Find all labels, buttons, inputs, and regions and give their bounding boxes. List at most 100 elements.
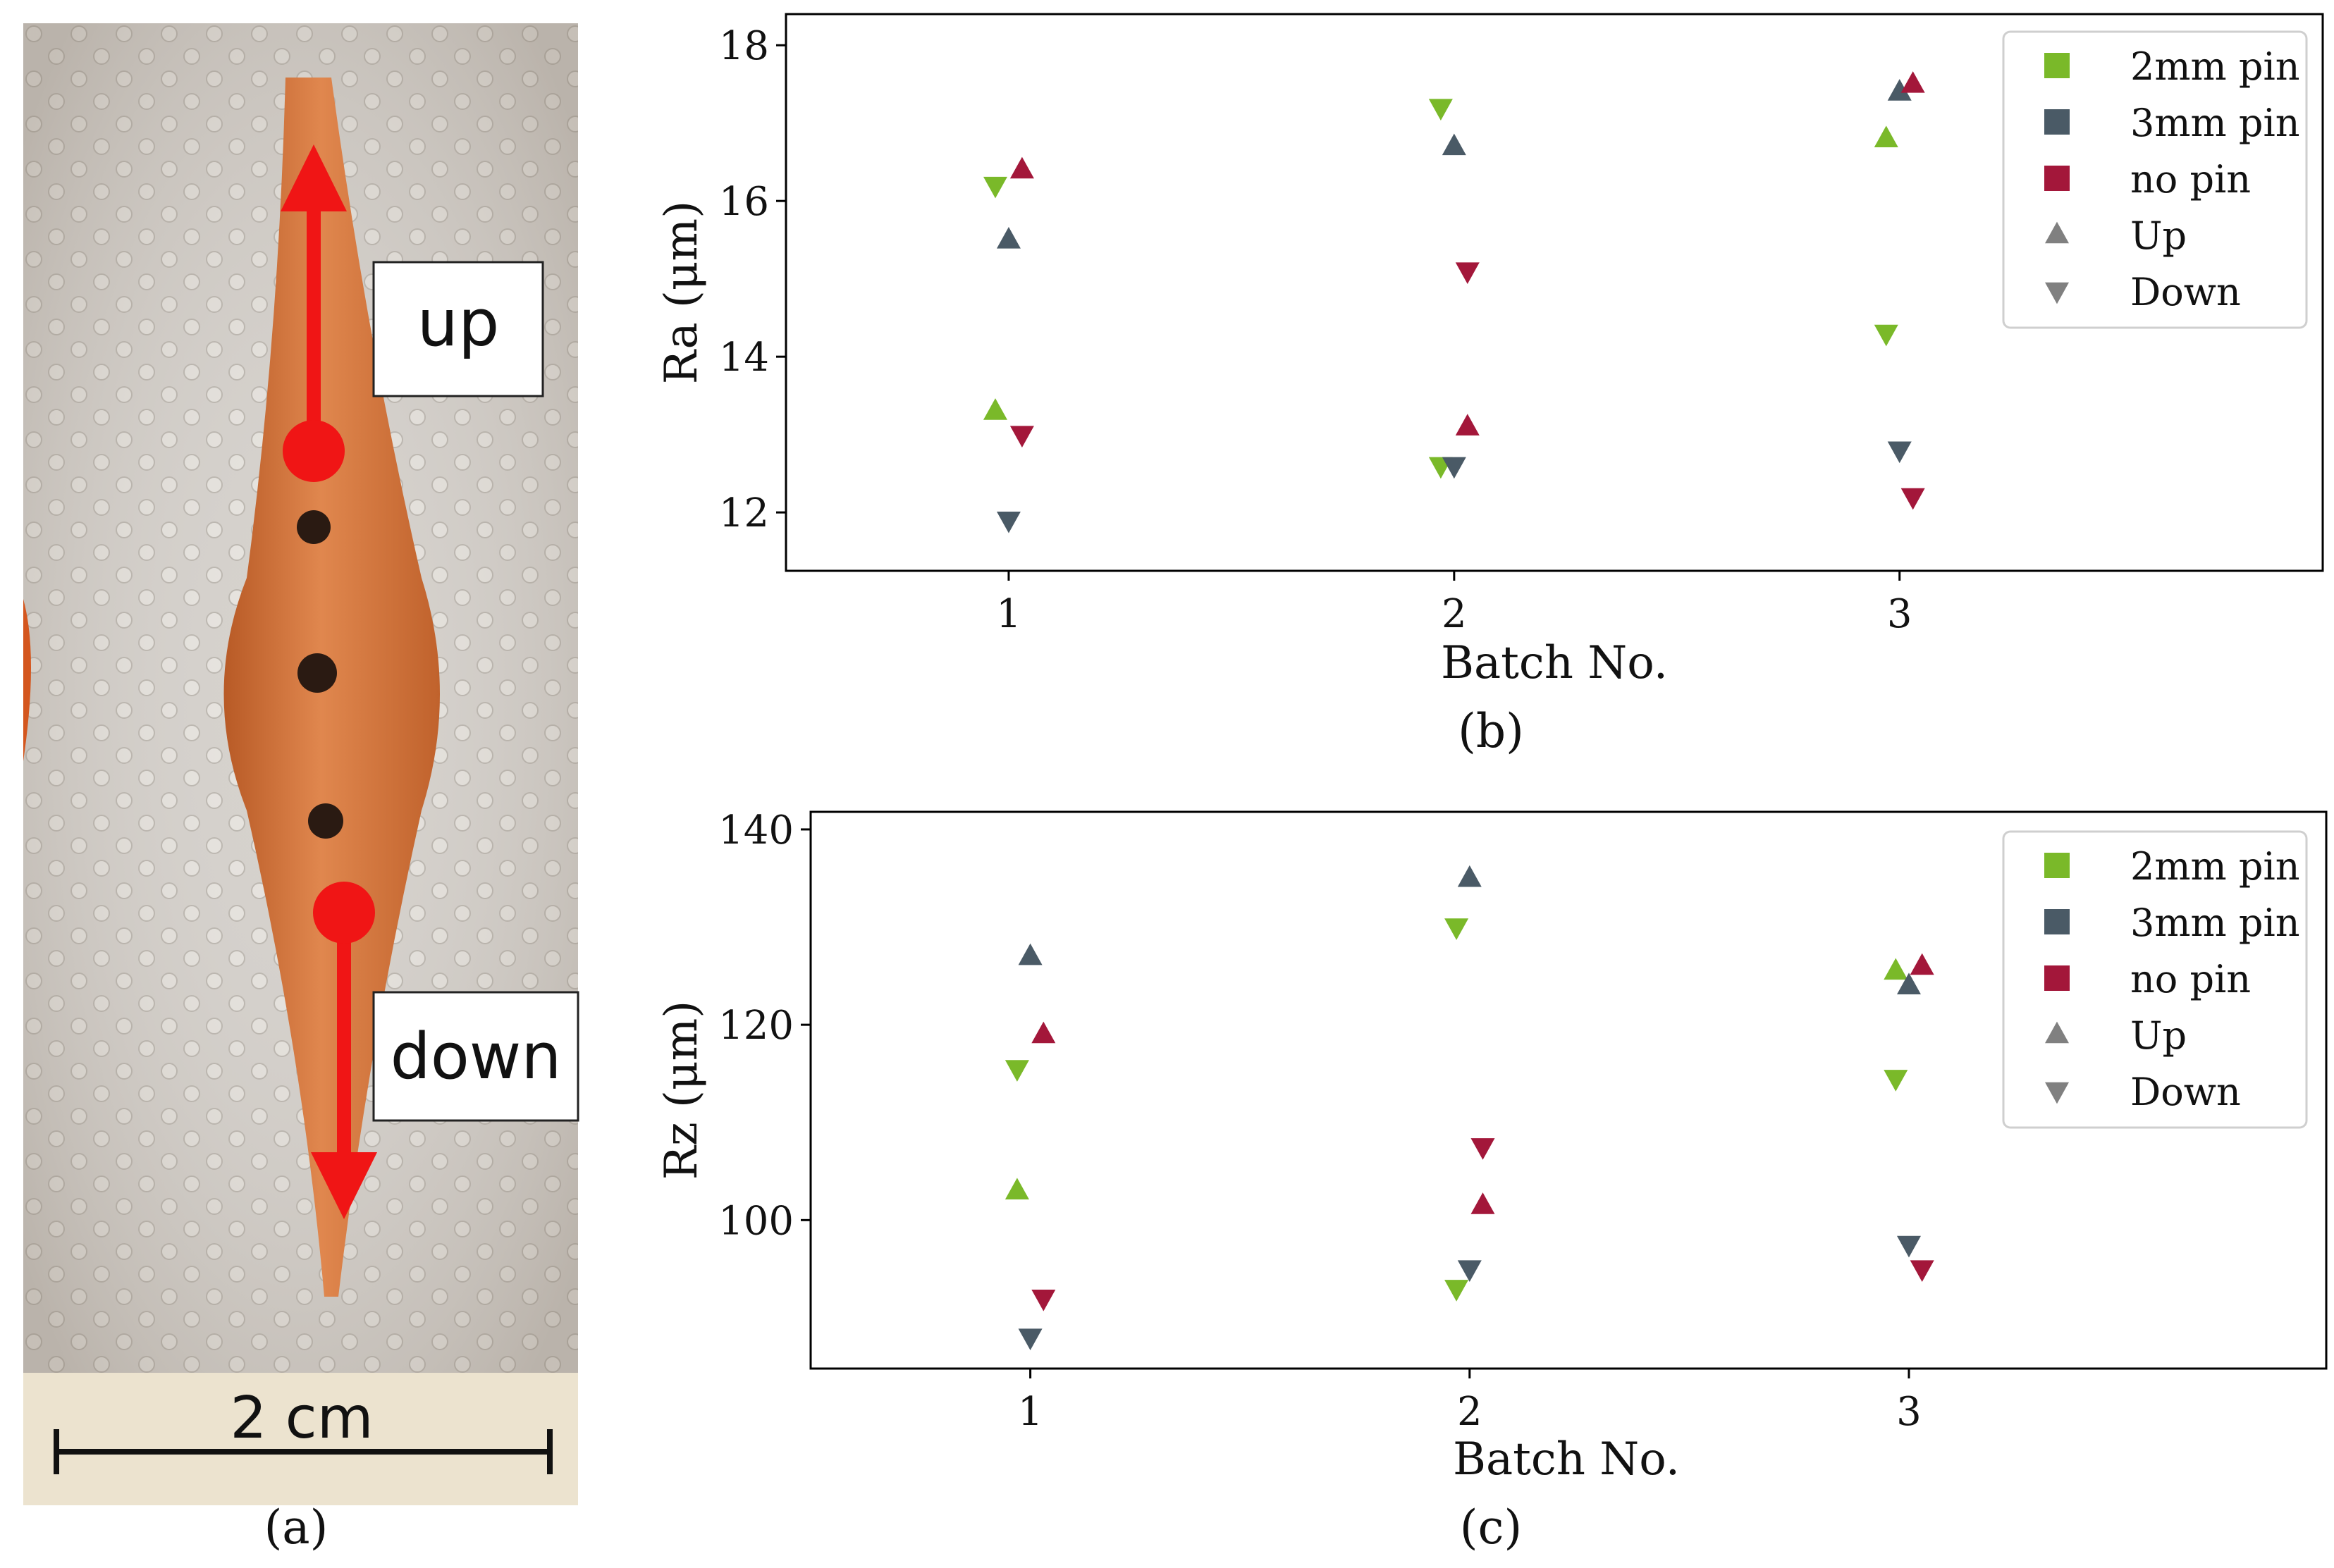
hole-icon <box>297 653 337 693</box>
data-points <box>983 71 1925 533</box>
data-point-no-pin-up <box>1910 953 1934 975</box>
data-point-3mm-pin-up <box>1887 79 1912 101</box>
data-point-2mm-pin-down <box>983 176 1007 199</box>
data-point-no-pin-down <box>1900 488 1925 510</box>
data-point-3mm-pin-up <box>1896 973 1921 994</box>
data-point-3mm-pin-down <box>1442 457 1466 479</box>
data-point-3mm-pin-up <box>1442 133 1466 156</box>
legend-swatch <box>2044 166 2070 191</box>
data-points <box>1005 865 1934 1351</box>
data-point-no-pin-down <box>1031 1289 1056 1311</box>
data-point-2mm-pin-up <box>983 398 1007 420</box>
data-point-2mm-pin-down <box>1884 1070 1908 1092</box>
x-axis: 1 2 3 <box>1018 1369 1922 1435</box>
x-tick-label: 1 <box>1018 1389 1043 1435</box>
data-point-2mm-pin-up <box>1005 1178 1029 1199</box>
data-point-no-pin-up <box>1031 1021 1056 1044</box>
down-label: down <box>391 1020 562 1094</box>
y-tick-label: 16 <box>719 179 769 225</box>
data-point-no-pin-up <box>1470 1192 1495 1214</box>
legend-swatch <box>2044 53 2070 78</box>
legend-swatch <box>2044 109 2070 135</box>
y-tick-label: 18 <box>719 23 769 69</box>
data-point-no-pin-down <box>1455 262 1480 284</box>
legend-swatch <box>2044 909 2070 934</box>
legend-box <box>2002 30 2308 329</box>
data-point-no-pin-down <box>1910 1260 1934 1282</box>
x-axis: 1 2 3 <box>996 571 1912 637</box>
y-tick-label: 14 <box>719 335 769 381</box>
data-point-3mm-pin-down <box>1887 441 1912 464</box>
neighbor-part-edge <box>23 599 31 761</box>
specimen-photo: up down 2 cm (a) <box>23 23 579 1555</box>
x-tick-label: 2 <box>1457 1389 1482 1435</box>
y-tick-label: 120 <box>718 1003 794 1049</box>
caption-b: (b) <box>1458 704 1524 758</box>
data-point-no-pin-up <box>1455 414 1480 436</box>
data-point-2mm-pin-down <box>1428 99 1453 121</box>
x-axis-label: Batch No. <box>1453 1433 1680 1486</box>
legend-label: no pin <box>2130 157 2251 202</box>
data-point-2mm-pin-down <box>1444 918 1469 940</box>
x-tick-label: 3 <box>1896 1389 1922 1435</box>
data-point-3mm-pin-down <box>1896 1235 1921 1258</box>
legend-label: 3mm pin <box>2130 901 2300 945</box>
data-point-3mm-pin-up <box>996 227 1021 249</box>
legend-label: 2mm pin <box>2130 844 2300 889</box>
caption-a: (a) <box>264 1500 328 1555</box>
up-arrow-icon <box>281 144 347 211</box>
hole-icon <box>297 510 331 544</box>
data-point-2mm-pin-up <box>1874 125 1898 148</box>
legend-swatch <box>2045 221 2069 244</box>
legend-label: Down <box>2130 1070 2241 1114</box>
legend-label: no pin <box>2130 957 2251 1001</box>
data-point-3mm-pin-up <box>1018 943 1043 965</box>
rz-scatter-chart: 100 120 140 1 2 3 Batch No. Rz (μm) (c) 2mm … <box>656 808 2328 1555</box>
data-point-2mm-pin-down <box>1874 324 1898 347</box>
legend-box <box>2002 830 2308 1129</box>
legend-label: Up <box>2130 1013 2187 1058</box>
data-point-no-pin-up <box>1900 71 1925 93</box>
scale-strip <box>23 1373 578 1505</box>
plot-frame <box>809 810 2328 1370</box>
legend-swatch <box>2044 965 2070 991</box>
down-arrow-origin <box>313 882 375 944</box>
caption-c: (c) <box>1460 1500 1522 1555</box>
data-point-no-pin-up <box>1009 156 1034 179</box>
legend: 2mm pin 3mm pin no pin Up Down <box>2002 830 2308 1129</box>
x-tick-label: 1 <box>996 591 1021 637</box>
x-axis-label: Batch No. <box>1441 637 1668 689</box>
y-axis-label: Ra (μm) <box>656 201 708 384</box>
y-axis-label: Rz (μm) <box>656 1001 708 1180</box>
legend-label: Up <box>2130 214 2187 258</box>
legend-label: 2mm pin <box>2130 44 2300 89</box>
y-tick-label: 100 <box>718 1198 794 1244</box>
scale-label: 2 cm <box>230 1385 373 1452</box>
data-point-no-pin-down <box>1470 1138 1495 1160</box>
data-point-3mm-pin-down <box>1018 1328 1043 1351</box>
data-point-3mm-pin-down <box>996 511 1021 533</box>
specimen-part <box>223 78 440 1297</box>
photo-panel: up down 2 cm (a) <box>0 0 634 1565</box>
data-point-no-pin-down <box>1009 426 1034 448</box>
down-arrow-icon <box>311 1152 377 1219</box>
hole-icon <box>308 803 343 839</box>
y-axis: 100 120 140 <box>718 808 811 1244</box>
data-point-2mm-pin-down <box>1005 1060 1029 1082</box>
y-axis: 12 14 16 18 <box>719 23 786 536</box>
legend-swatch <box>2045 282 2069 304</box>
x-tick-label: 2 <box>1442 591 1467 637</box>
legend-entries: 2mm pin 3mm pin no pin Up Down <box>2044 44 2300 314</box>
x-tick-label: 3 <box>1887 591 1912 637</box>
legend-swatch <box>2044 853 2070 878</box>
up-label-box <box>372 261 544 397</box>
up-label: up <box>417 285 500 361</box>
legend: 2mm pin 3mm pin no pin Up Down <box>2002 30 2308 329</box>
plot-frame <box>785 13 2324 572</box>
legend-label: 3mm pin <box>2130 101 2300 145</box>
data-point-3mm-pin-up <box>1457 865 1482 887</box>
up-arrow-origin <box>283 420 345 482</box>
down-label-box <box>372 991 579 1122</box>
